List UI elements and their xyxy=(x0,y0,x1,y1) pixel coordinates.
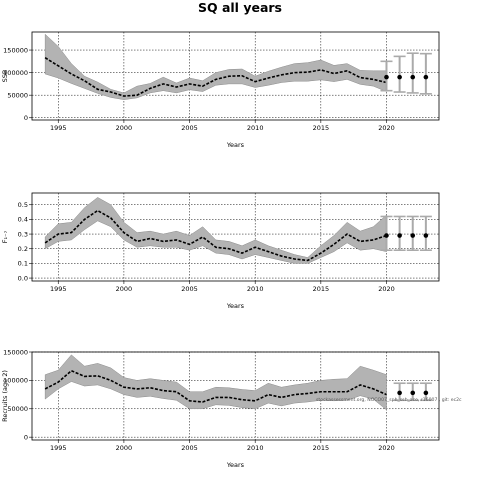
f-projection-point xyxy=(397,233,402,238)
recruits-ytick-label: 150000 xyxy=(3,348,28,356)
ssb-confidence-band xyxy=(44,33,387,100)
ssb-xtick-label: 1995 xyxy=(50,124,67,132)
figure-title: SQ all years xyxy=(198,0,282,15)
ssb-ylabel: SSB xyxy=(1,70,9,83)
f-ytick-label: 0.4 xyxy=(18,216,28,224)
recruits-projection-point xyxy=(423,390,429,396)
ssb-xtick-label: 2000 xyxy=(116,124,133,132)
recruits-xtick-label: 2020 xyxy=(378,444,395,452)
f-ytick-label: 0.3 xyxy=(18,230,28,238)
f-xtick-label: 2005 xyxy=(181,285,198,293)
recruits-confidence-band xyxy=(44,354,387,411)
ssb-ytick-label: 150000 xyxy=(3,46,28,54)
ssb-ytick-label: 100000 xyxy=(3,69,28,77)
f-confidence-band xyxy=(44,197,387,264)
f-xtick-label: 2020 xyxy=(378,285,395,293)
ssb-ytick-label: 0 xyxy=(24,114,28,122)
recruits-ytick-label: 0 xyxy=(24,433,28,441)
f-ytick-label: 0.1 xyxy=(18,260,28,268)
recruits-projection-point xyxy=(397,390,402,396)
f-xlabel: Years xyxy=(226,302,245,310)
f-ytick-label: 0.5 xyxy=(18,201,28,209)
f-xtick-label: 1995 xyxy=(50,285,67,293)
recruits-xtick-label: 2010 xyxy=(247,444,264,452)
fishing-mortality-panel: 1995 2000 2005 2010 2015 2020 0.0 0.1 0.2 0.3 0.4 0… xyxy=(1,192,440,310)
recruits-estimate-line xyxy=(44,369,387,403)
ssb-projection-point xyxy=(410,74,416,80)
f-projection-point xyxy=(423,233,429,238)
f-ytick-label: 0.2 xyxy=(18,245,28,253)
f-ylabel: F₁₋₇ xyxy=(1,230,9,243)
recruits-xtick-label: 1995 xyxy=(50,444,67,452)
f-xtick-label: 2010 xyxy=(247,285,264,293)
ssb-projection-point xyxy=(384,74,389,80)
ssb-projection-point xyxy=(397,74,402,80)
recruits-ytick-label: 100000 xyxy=(3,377,28,385)
ssb-xtick-label: 2020 xyxy=(378,124,395,132)
ssb-estimate-line xyxy=(44,57,387,97)
ssb-xtick-label: 2005 xyxy=(181,124,198,132)
f-projection-point xyxy=(410,233,416,238)
recruits-projection-point xyxy=(410,390,416,396)
ssb-panel: 1995 2000 2005 2010 2015 2020 0 50000 100000 1500… xyxy=(1,31,440,149)
recruits-annotation: stockassessment.org, NOCO07_sph_ssb_aco,… xyxy=(316,397,462,403)
recruits-ytick-label: 50000 xyxy=(7,405,28,413)
f-xtick-label: 2015 xyxy=(313,285,330,293)
f-projection-point xyxy=(384,233,389,238)
recruitment-panel: 1995 2000 2005 2010 2015 2020 0 50000 100000 1500… xyxy=(1,348,462,469)
f-axes-frame xyxy=(31,192,440,282)
ssb-axes-frame xyxy=(31,31,440,121)
f-ytick-label: 0.0 xyxy=(18,274,28,282)
ssb-projection-point xyxy=(423,74,429,80)
ssb-xlabel: Years xyxy=(226,141,245,149)
recruits-xtick-label: 2005 xyxy=(181,444,198,452)
recruits-xtick-label: 2015 xyxy=(313,444,330,452)
f-estimate-line xyxy=(44,209,387,262)
recruits-xlabel: Years xyxy=(226,461,245,469)
recruits-ylabel: Recruits (age 2) xyxy=(1,370,9,422)
ssb-xtick-label: 2015 xyxy=(313,124,330,132)
ssb-xtick-label: 2010 xyxy=(247,124,264,132)
f-xtick-label: 2000 xyxy=(116,285,133,293)
recruits-axes-frame xyxy=(31,351,440,441)
ssb-ytick-label: 50000 xyxy=(7,91,28,99)
recruits-xtick-label: 2000 xyxy=(116,444,133,452)
